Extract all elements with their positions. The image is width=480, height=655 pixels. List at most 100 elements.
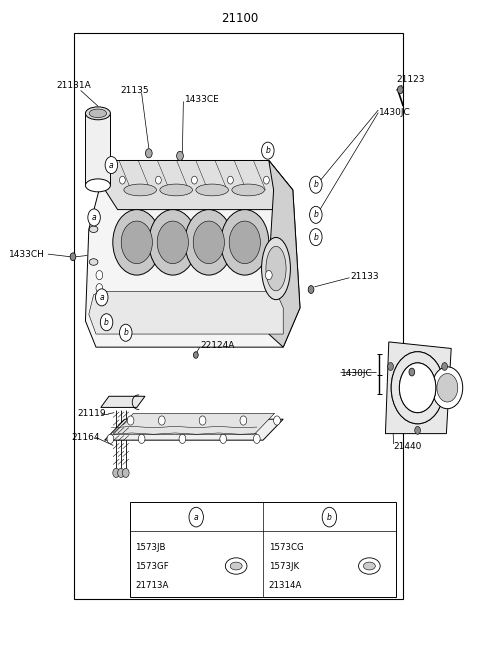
Circle shape <box>265 271 272 280</box>
Text: 21440: 21440 <box>394 442 422 451</box>
Text: 1573JB: 1573JB <box>135 542 166 552</box>
Circle shape <box>177 151 183 160</box>
Ellipse shape <box>359 558 380 574</box>
Text: b: b <box>313 210 318 219</box>
Text: 22124A: 22124A <box>201 341 235 350</box>
Circle shape <box>145 149 152 158</box>
Polygon shape <box>105 419 283 440</box>
Text: b: b <box>327 513 332 521</box>
Circle shape <box>264 176 269 184</box>
Circle shape <box>127 416 134 425</box>
Circle shape <box>221 210 269 275</box>
Circle shape <box>391 352 444 424</box>
Ellipse shape <box>230 562 242 570</box>
Circle shape <box>415 426 420 434</box>
Circle shape <box>409 368 415 376</box>
Text: b: b <box>313 233 318 242</box>
Polygon shape <box>101 396 145 407</box>
Circle shape <box>310 229 322 246</box>
Circle shape <box>157 221 188 264</box>
Circle shape <box>70 253 76 261</box>
Ellipse shape <box>89 109 107 118</box>
Circle shape <box>113 468 120 477</box>
Circle shape <box>185 210 233 275</box>
Circle shape <box>308 286 314 293</box>
Circle shape <box>253 434 260 443</box>
Ellipse shape <box>85 179 110 192</box>
Circle shape <box>96 271 103 280</box>
Text: 21114: 21114 <box>142 431 170 440</box>
Text: 21133: 21133 <box>350 272 379 281</box>
Text: 1430JC: 1430JC <box>379 108 411 117</box>
Ellipse shape <box>232 184 264 196</box>
Polygon shape <box>266 160 300 347</box>
Polygon shape <box>113 413 275 434</box>
Ellipse shape <box>85 107 110 120</box>
Circle shape <box>228 176 233 184</box>
Circle shape <box>149 210 197 275</box>
Text: 1433CE: 1433CE <box>185 95 219 104</box>
Ellipse shape <box>89 226 98 233</box>
Circle shape <box>310 176 322 193</box>
Text: a: a <box>194 513 199 521</box>
Text: 1430JC: 1430JC <box>341 369 372 378</box>
Circle shape <box>96 284 103 293</box>
Circle shape <box>310 206 322 223</box>
Circle shape <box>120 176 125 184</box>
Circle shape <box>229 221 261 264</box>
Circle shape <box>113 210 161 275</box>
Circle shape <box>437 373 458 402</box>
Circle shape <box>192 176 197 184</box>
Ellipse shape <box>266 246 286 291</box>
Circle shape <box>189 507 204 527</box>
Ellipse shape <box>124 184 156 196</box>
Text: 1573JK: 1573JK <box>269 561 299 571</box>
Circle shape <box>107 434 114 443</box>
Circle shape <box>121 221 152 264</box>
Text: 21131A: 21131A <box>57 81 91 90</box>
Circle shape <box>262 142 274 159</box>
Text: 1573CG: 1573CG <box>269 542 303 552</box>
Circle shape <box>399 363 436 413</box>
Circle shape <box>138 434 145 443</box>
Text: 21123: 21123 <box>396 75 424 84</box>
Circle shape <box>322 507 336 527</box>
Text: b: b <box>313 180 318 189</box>
Polygon shape <box>385 342 451 434</box>
Circle shape <box>120 324 132 341</box>
Text: 21713A: 21713A <box>135 580 169 590</box>
Text: b: b <box>265 146 270 155</box>
Text: 1433CH: 1433CH <box>9 250 45 259</box>
Text: a: a <box>92 213 96 222</box>
Circle shape <box>432 367 463 409</box>
Polygon shape <box>89 291 283 334</box>
Circle shape <box>399 363 436 413</box>
Circle shape <box>122 468 129 477</box>
Ellipse shape <box>226 558 247 574</box>
Circle shape <box>96 289 108 306</box>
Circle shape <box>88 209 100 226</box>
Ellipse shape <box>363 562 375 570</box>
Text: 1573GF: 1573GF <box>135 561 169 571</box>
Ellipse shape <box>196 184 228 196</box>
Text: a: a <box>109 160 114 170</box>
Circle shape <box>105 157 118 174</box>
Text: 21443: 21443 <box>404 413 432 422</box>
Circle shape <box>240 416 247 425</box>
Text: 21100: 21100 <box>221 12 259 25</box>
Polygon shape <box>85 160 300 347</box>
Circle shape <box>193 352 198 358</box>
Ellipse shape <box>89 259 98 265</box>
Text: 21119: 21119 <box>78 409 107 419</box>
Circle shape <box>156 176 161 184</box>
Circle shape <box>388 363 394 371</box>
Circle shape <box>274 416 280 425</box>
Bar <box>74 33 403 599</box>
Circle shape <box>397 86 403 94</box>
Bar <box>85 113 110 185</box>
Text: 1140AF: 1140AF <box>402 352 436 362</box>
Circle shape <box>391 352 444 424</box>
Text: a: a <box>99 293 104 302</box>
Text: b: b <box>123 328 128 337</box>
Circle shape <box>199 416 206 425</box>
